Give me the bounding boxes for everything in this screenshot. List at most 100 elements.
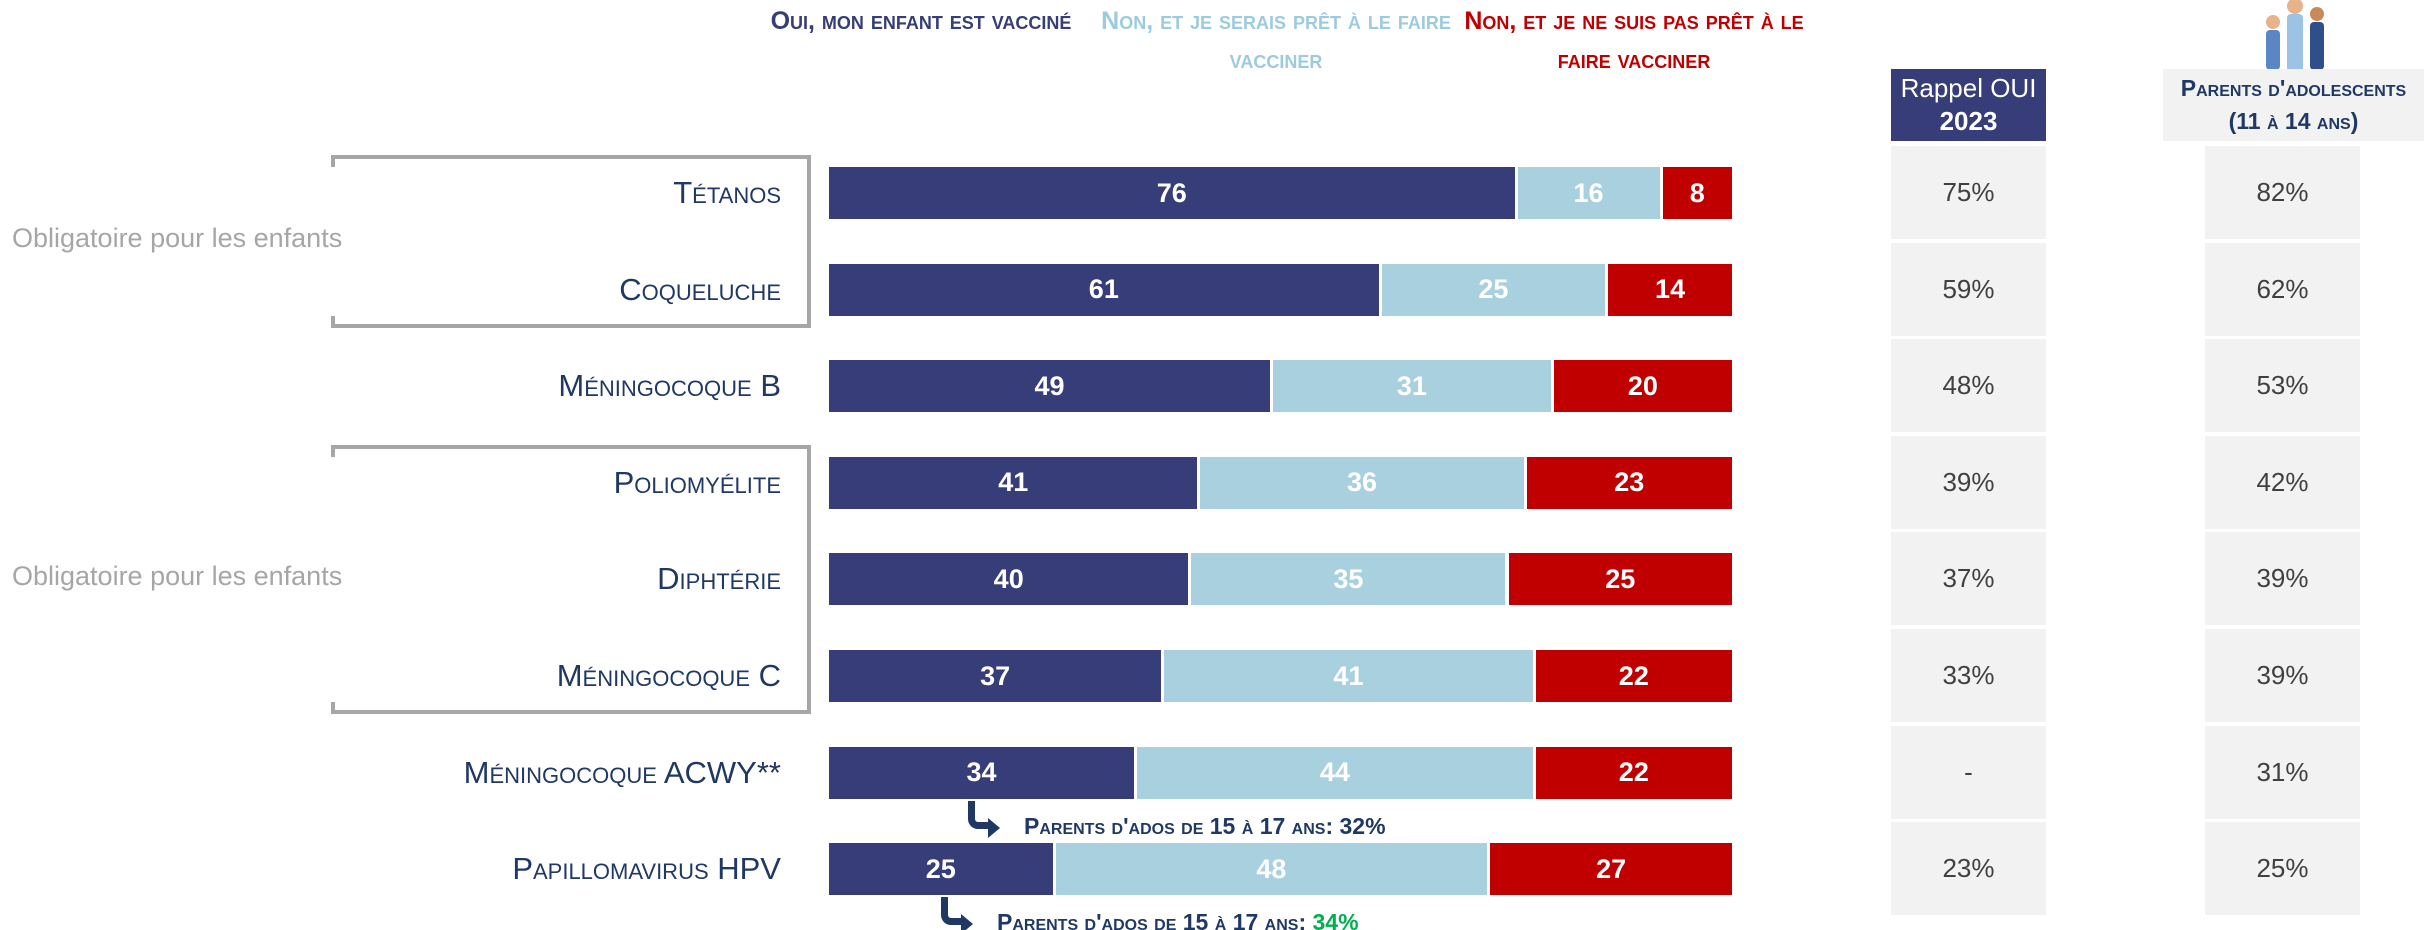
- cell-text: 62%: [2256, 273, 2309, 304]
- bar: 35: [1191, 553, 1506, 606]
- group-label: Obligatoire pour les enfants: [12, 223, 349, 255]
- bar: 41: [1164, 650, 1533, 702]
- table-cell: 42%: [2205, 435, 2360, 529]
- cell-text: -: [1964, 756, 1973, 787]
- bar: 44: [1137, 746, 1533, 799]
- value-label: 25: [1478, 274, 1509, 305]
- bracket: [331, 444, 335, 457]
- table-cell: 39%: [2205, 532, 2360, 626]
- table-cell: 31%: [2205, 725, 2360, 819]
- value-label: 20: [1627, 370, 1658, 401]
- bar: 49: [829, 360, 1270, 413]
- group-label: Obligatoire pour les enfants: [12, 561, 349, 593]
- cell-text: 75%: [1942, 177, 1995, 207]
- bar: 22: [1535, 746, 1732, 799]
- note: Parents d'ados de 15 à 17 ans: 32%: [1024, 813, 1386, 840]
- bar: 8: [1662, 167, 1732, 219]
- note-text: Parents d'ados de 15 à 17 ans:: [997, 909, 1307, 930]
- value-label: 41: [1333, 660, 1364, 691]
- value-label: 23: [1614, 467, 1645, 498]
- bracket: [331, 155, 811, 328]
- legend-entry: Non, et je ne suis pas prêt à le faire v…: [1464, 7, 1804, 74]
- bar: 22: [1535, 650, 1732, 702]
- bar: 25: [829, 843, 1053, 896]
- bracket: [331, 315, 335, 328]
- table-cell: 48%: [1891, 339, 2046, 433]
- column-header-text: 2023: [1939, 106, 1998, 136]
- table-cell: 37%: [1891, 532, 2046, 626]
- value-label: 31: [1396, 370, 1427, 401]
- value-label: 22: [1618, 660, 1649, 691]
- cell-text: 82%: [2256, 177, 2309, 207]
- value-label: 61: [1088, 274, 1119, 305]
- cell-text: 33%: [1942, 660, 1995, 690]
- column-header: Parents d'adolescents (11 à 14 ans): [2163, 69, 2424, 141]
- bar: 25: [1381, 263, 1606, 316]
- table-cell: 33%: [1891, 629, 2046, 722]
- cell-text: 25%: [2256, 853, 2309, 884]
- table-cell: 59%: [1891, 242, 2046, 336]
- column-header-text: (11 à 14 ans): [2228, 108, 2359, 134]
- table-cell: 39%: [2205, 629, 2360, 722]
- category-label: Méningocoque B: [558, 368, 781, 404]
- value-label: 14: [1655, 274, 1686, 305]
- bar: 36: [1200, 456, 1524, 509]
- bar: 25: [1508, 553, 1732, 606]
- table-cell: 25%: [2205, 822, 2360, 916]
- bar: 27: [1490, 843, 1732, 896]
- value-label: 34: [966, 757, 997, 788]
- table-cell: -: [1891, 725, 2046, 819]
- table-cell: 23%: [1891, 822, 2046, 916]
- value-label: 25: [1605, 563, 1636, 594]
- cell-text: 48%: [1942, 370, 1995, 401]
- bar: 41: [829, 456, 1198, 509]
- category-label: Tétanos: [673, 175, 781, 210]
- arrow-head: [961, 914, 973, 930]
- value-label: 49: [1034, 370, 1065, 401]
- value-label: 48: [1256, 853, 1287, 884]
- note-value: 32%: [1339, 812, 1386, 839]
- value-label: 27: [1596, 853, 1627, 884]
- value-label: 22: [1618, 757, 1649, 788]
- legend-entry: Non, et je serais prêt à le faire vaccin…: [1101, 7, 1451, 74]
- cell-text: 42%: [2256, 466, 2309, 497]
- arrow: [941, 897, 963, 926]
- note-value: 34%: [1312, 909, 1359, 930]
- value-label: 25: [925, 853, 956, 884]
- table-cell: 75%: [1891, 146, 2046, 239]
- table-cell: 62%: [2205, 242, 2360, 336]
- bar: 40: [829, 553, 1189, 606]
- column-header-text: Rappel OUI: [1900, 73, 2037, 103]
- bar: 34: [829, 746, 1135, 799]
- bracket: [331, 444, 811, 714]
- bar: 37: [829, 650, 1162, 702]
- value-label: 35: [1333, 563, 1364, 594]
- table-cell: 53%: [2205, 339, 2360, 433]
- table-cell: 82%: [2205, 146, 2360, 239]
- note-text: Parents d'ados de 15 à 17 ans:: [1024, 812, 1334, 839]
- legend-entry: Oui, mon enfant est vacciné: [770, 7, 1072, 35]
- value-label: 36: [1347, 467, 1378, 498]
- bracket: [331, 702, 335, 714]
- category-label: Poliomyélite: [613, 464, 781, 500]
- category-label: Diphtérie: [657, 561, 781, 597]
- people-icon: [2266, 0, 2324, 72]
- value-label: 16: [1573, 177, 1604, 208]
- cell-text: 31%: [2256, 756, 2309, 787]
- category-label: Méningocoque C: [556, 658, 781, 693]
- value-label: 44: [1319, 757, 1350, 788]
- arrow: [968, 800, 990, 829]
- cell-text: 53%: [2256, 370, 2309, 401]
- bar: 31: [1272, 360, 1551, 413]
- bracket: [331, 155, 335, 167]
- cell-text: 39%: [1942, 466, 1995, 497]
- value-label: 37: [980, 660, 1011, 691]
- bar: 14: [1608, 263, 1732, 316]
- value-label: 76: [1156, 177, 1187, 208]
- column-header-text: Parents d'adolescents: [2180, 75, 2407, 101]
- cell-text: 23%: [1942, 853, 1995, 884]
- bar: 48: [1055, 843, 1488, 896]
- category-label: Méningocoque ACWY**: [463, 754, 781, 790]
- note: Parents d'ados de 15 à 17 ans: 34%: [997, 909, 1359, 930]
